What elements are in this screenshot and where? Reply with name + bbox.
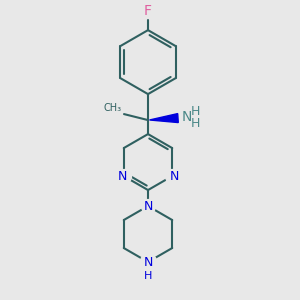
Text: N: N (182, 110, 192, 124)
Text: CH₃: CH₃ (104, 103, 122, 113)
Text: H: H (191, 105, 200, 118)
Text: N: N (117, 169, 127, 183)
Text: F: F (144, 4, 152, 18)
Text: N: N (143, 200, 153, 212)
Text: N: N (169, 169, 179, 183)
Polygon shape (149, 114, 178, 123)
Text: H: H (191, 117, 200, 130)
Text: H: H (144, 271, 152, 281)
Text: N: N (143, 256, 153, 268)
